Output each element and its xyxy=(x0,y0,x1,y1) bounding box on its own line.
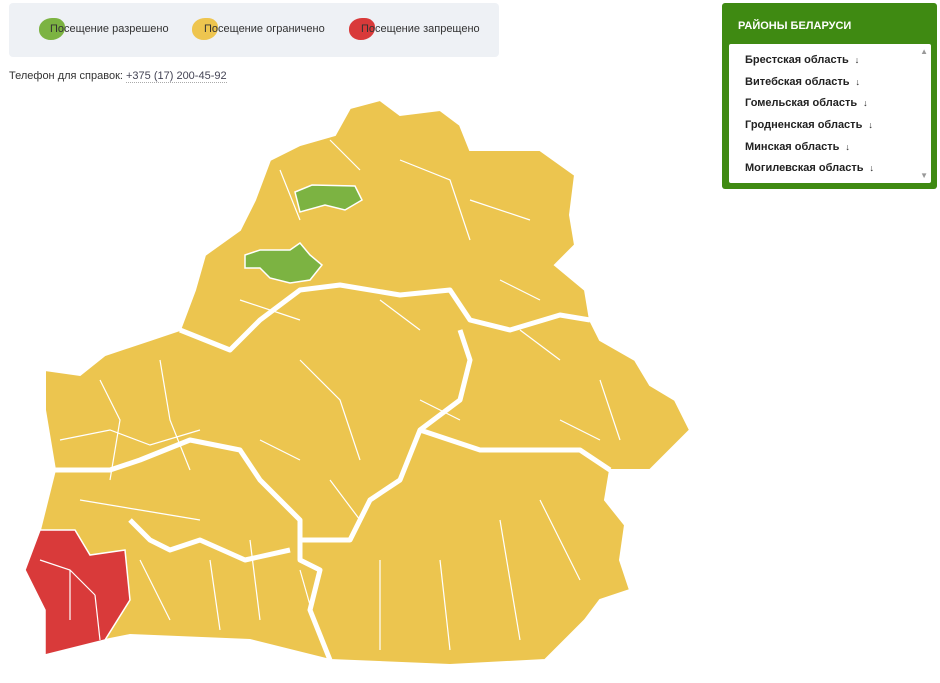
region-item-brest[interactable]: Брестская область ↓ xyxy=(745,54,860,66)
region-item-grodno[interactable]: Гродненская область ↓ xyxy=(745,119,873,131)
district-borders-red xyxy=(39,559,101,641)
phone-info: Телефон для справок: +375 (17) 200-45-92 xyxy=(9,70,227,83)
arrow-down-icon: ↓ xyxy=(845,142,850,152)
legend-label: Посещение ограничено xyxy=(204,23,325,35)
map-region-forbidden[interactable] xyxy=(24,529,131,656)
phone-label: Телефон для справок: xyxy=(9,70,123,82)
legend-item-limited: Посещение ограничено xyxy=(192,18,325,40)
region-item-minsk[interactable]: Минская область ↓ xyxy=(745,141,850,153)
panel-title: РАЙОНЫ БЕЛАРУСИ xyxy=(738,20,852,32)
arrow-down-icon: ↓ xyxy=(855,77,861,87)
legend: Посещение разрешено Посещение ограничено… xyxy=(9,3,499,57)
arrow-down-icon: ↓ xyxy=(863,98,868,108)
map-country-area xyxy=(23,98,692,667)
phone-link[interactable]: +375 (17) 200-45-92 xyxy=(126,70,227,83)
green-blob-icon xyxy=(39,18,65,40)
scroll-up-icon[interactable]: ▲ xyxy=(920,47,928,56)
map-region-allowed-1[interactable] xyxy=(294,184,363,213)
yellow-blob-icon xyxy=(192,18,218,40)
districts-panel: РАЙОНЫ БЕЛАРУСИ Брестская область ↓ Витеб… xyxy=(722,3,937,189)
legend-item-allowed: Посещение разрешено xyxy=(39,18,169,40)
arrow-down-icon: ↓ xyxy=(854,55,860,65)
arrow-down-icon: ↓ xyxy=(868,120,873,130)
region-item-gomel[interactable]: Гомельская область ↓ xyxy=(745,97,868,109)
legend-label: Посещение запрещено xyxy=(361,23,480,35)
legend-label: Посещение разрешено xyxy=(50,23,169,35)
region-item-vitebsk[interactable]: Витебская область ↓ xyxy=(745,76,861,88)
region-list[interactable]: Брестская область ↓ Витебская область ↓ Го… xyxy=(729,44,931,183)
legend-item-forbidden: Посещение запрещено xyxy=(349,18,480,40)
region-borders xyxy=(55,282,612,661)
map-region-allowed-2[interactable] xyxy=(244,241,324,284)
region-item-mogilev[interactable]: Могилевская область ↓ xyxy=(745,162,875,174)
red-blob-icon xyxy=(349,18,375,40)
arrow-down-icon: ↓ xyxy=(869,163,875,173)
scroll-down-icon[interactable]: ▼ xyxy=(920,171,928,180)
